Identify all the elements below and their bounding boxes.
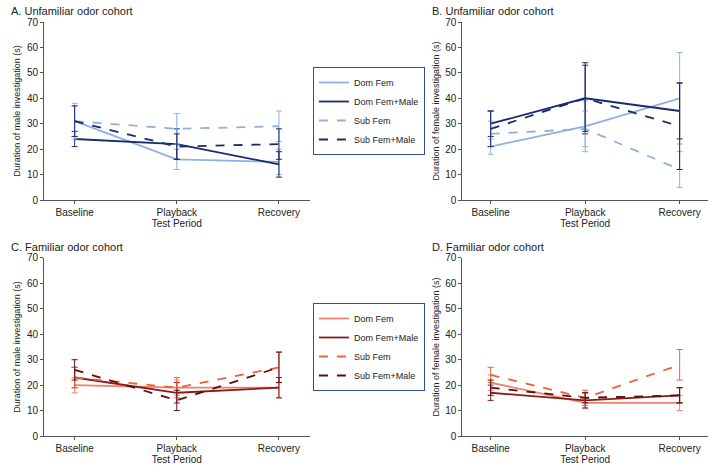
- svg-text:50: 50: [445, 303, 457, 314]
- svg-text:70: 70: [445, 17, 457, 28]
- svg-text:Test Period: Test Period: [560, 218, 610, 229]
- svg-text:Duration of male investigation: Duration of male investigation (s): [12, 281, 22, 413]
- svg-text:50: 50: [27, 303, 39, 314]
- svg-text:Test Period: Test Period: [560, 454, 610, 465]
- svg-text:Recovery: Recovery: [258, 207, 300, 218]
- svg-text:Playback: Playback: [157, 443, 199, 454]
- svg-text:70: 70: [27, 252, 39, 263]
- svg-text:50: 50: [27, 67, 39, 78]
- svg-text:Duration of female investigati: Duration of female investigation (s): [431, 41, 441, 180]
- svg-text:0: 0: [32, 431, 38, 442]
- svg-text:C. Familiar odor cohort: C. Familiar odor cohort: [11, 241, 123, 253]
- svg-text:40: 40: [27, 329, 39, 340]
- svg-text:60: 60: [27, 42, 39, 53]
- svg-text:30: 30: [27, 354, 39, 365]
- svg-text:Playback: Playback: [565, 207, 607, 218]
- svg-text:Baseline: Baseline: [55, 207, 94, 218]
- svg-text:60: 60: [445, 42, 457, 53]
- svg-text:Baseline: Baseline: [471, 443, 510, 454]
- svg-text:Recovery: Recovery: [659, 443, 701, 454]
- svg-text:10: 10: [445, 405, 457, 416]
- svg-text:Dom Fem+Male: Dom Fem+Male: [354, 97, 418, 107]
- svg-text:B. Unfamiliar odor cohort: B. Unfamiliar odor cohort: [432, 5, 554, 17]
- svg-text:30: 30: [445, 354, 457, 365]
- svg-text:Dom Fem: Dom Fem: [354, 314, 394, 324]
- svg-text:0: 0: [451, 195, 457, 206]
- svg-text:50: 50: [445, 67, 457, 78]
- svg-text:20: 20: [445, 144, 457, 155]
- svg-text:Sub Fem+Male: Sub Fem+Male: [354, 371, 415, 381]
- svg-text:Duration of female investigati: Duration of female investigation (s): [431, 277, 441, 416]
- svg-text:30: 30: [445, 118, 457, 129]
- svg-text:Baseline: Baseline: [471, 207, 510, 218]
- svg-text:Duration of male investigation: Duration of male investigation (s): [12, 45, 22, 177]
- svg-text:10: 10: [445, 169, 457, 180]
- svg-text:40: 40: [27, 93, 39, 104]
- svg-text:Sub Fem: Sub Fem: [354, 116, 391, 126]
- svg-text:Playback: Playback: [157, 207, 199, 218]
- svg-text:Dom Fem: Dom Fem: [354, 78, 394, 88]
- svg-text:Sub Fem: Sub Fem: [354, 352, 391, 362]
- svg-text:20: 20: [27, 144, 39, 155]
- svg-text:Test Period: Test Period: [152, 454, 202, 465]
- svg-text:Recovery: Recovery: [258, 443, 300, 454]
- svg-text:20: 20: [27, 380, 39, 391]
- svg-text:Baseline: Baseline: [55, 443, 94, 454]
- svg-text:20: 20: [445, 380, 457, 391]
- svg-text:60: 60: [27, 278, 39, 289]
- svg-text:Playback: Playback: [565, 443, 607, 454]
- svg-text:60: 60: [445, 278, 457, 289]
- svg-text:Sub Fem+Male: Sub Fem+Male: [354, 135, 415, 145]
- svg-text:70: 70: [445, 252, 457, 263]
- svg-text:30: 30: [27, 118, 39, 129]
- svg-text:Test Period: Test Period: [152, 218, 202, 229]
- svg-text:10: 10: [27, 169, 39, 180]
- svg-text:70: 70: [27, 17, 39, 28]
- svg-text:10: 10: [27, 405, 39, 416]
- svg-text:0: 0: [32, 195, 38, 206]
- svg-text:40: 40: [445, 93, 457, 104]
- svg-text:Recovery: Recovery: [659, 207, 701, 218]
- svg-text:40: 40: [445, 329, 457, 340]
- svg-text:Dom Fem+Male: Dom Fem+Male: [354, 333, 418, 343]
- svg-text:D. Familiar odor cohort: D. Familiar odor cohort: [432, 241, 544, 253]
- svg-text:A. Unfamiliar odor cohort: A. Unfamiliar odor cohort: [11, 5, 133, 17]
- svg-text:0: 0: [451, 431, 457, 442]
